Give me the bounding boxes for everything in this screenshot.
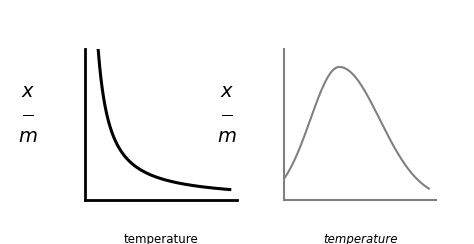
Text: $x$: $x$ (219, 82, 234, 101)
Text: $m$: $m$ (217, 127, 237, 146)
Text: temperature
Physisorption: temperature Physisorption (121, 233, 201, 244)
Text: temperature: temperature (323, 233, 398, 244)
Text: $x$: $x$ (20, 82, 35, 101)
Text: $\overline{\ \ }$: $\overline{\ \ }$ (221, 107, 232, 121)
Text: $\overline{\ \ }$: $\overline{\ \ }$ (22, 107, 33, 121)
Text: $m$: $m$ (18, 127, 37, 146)
